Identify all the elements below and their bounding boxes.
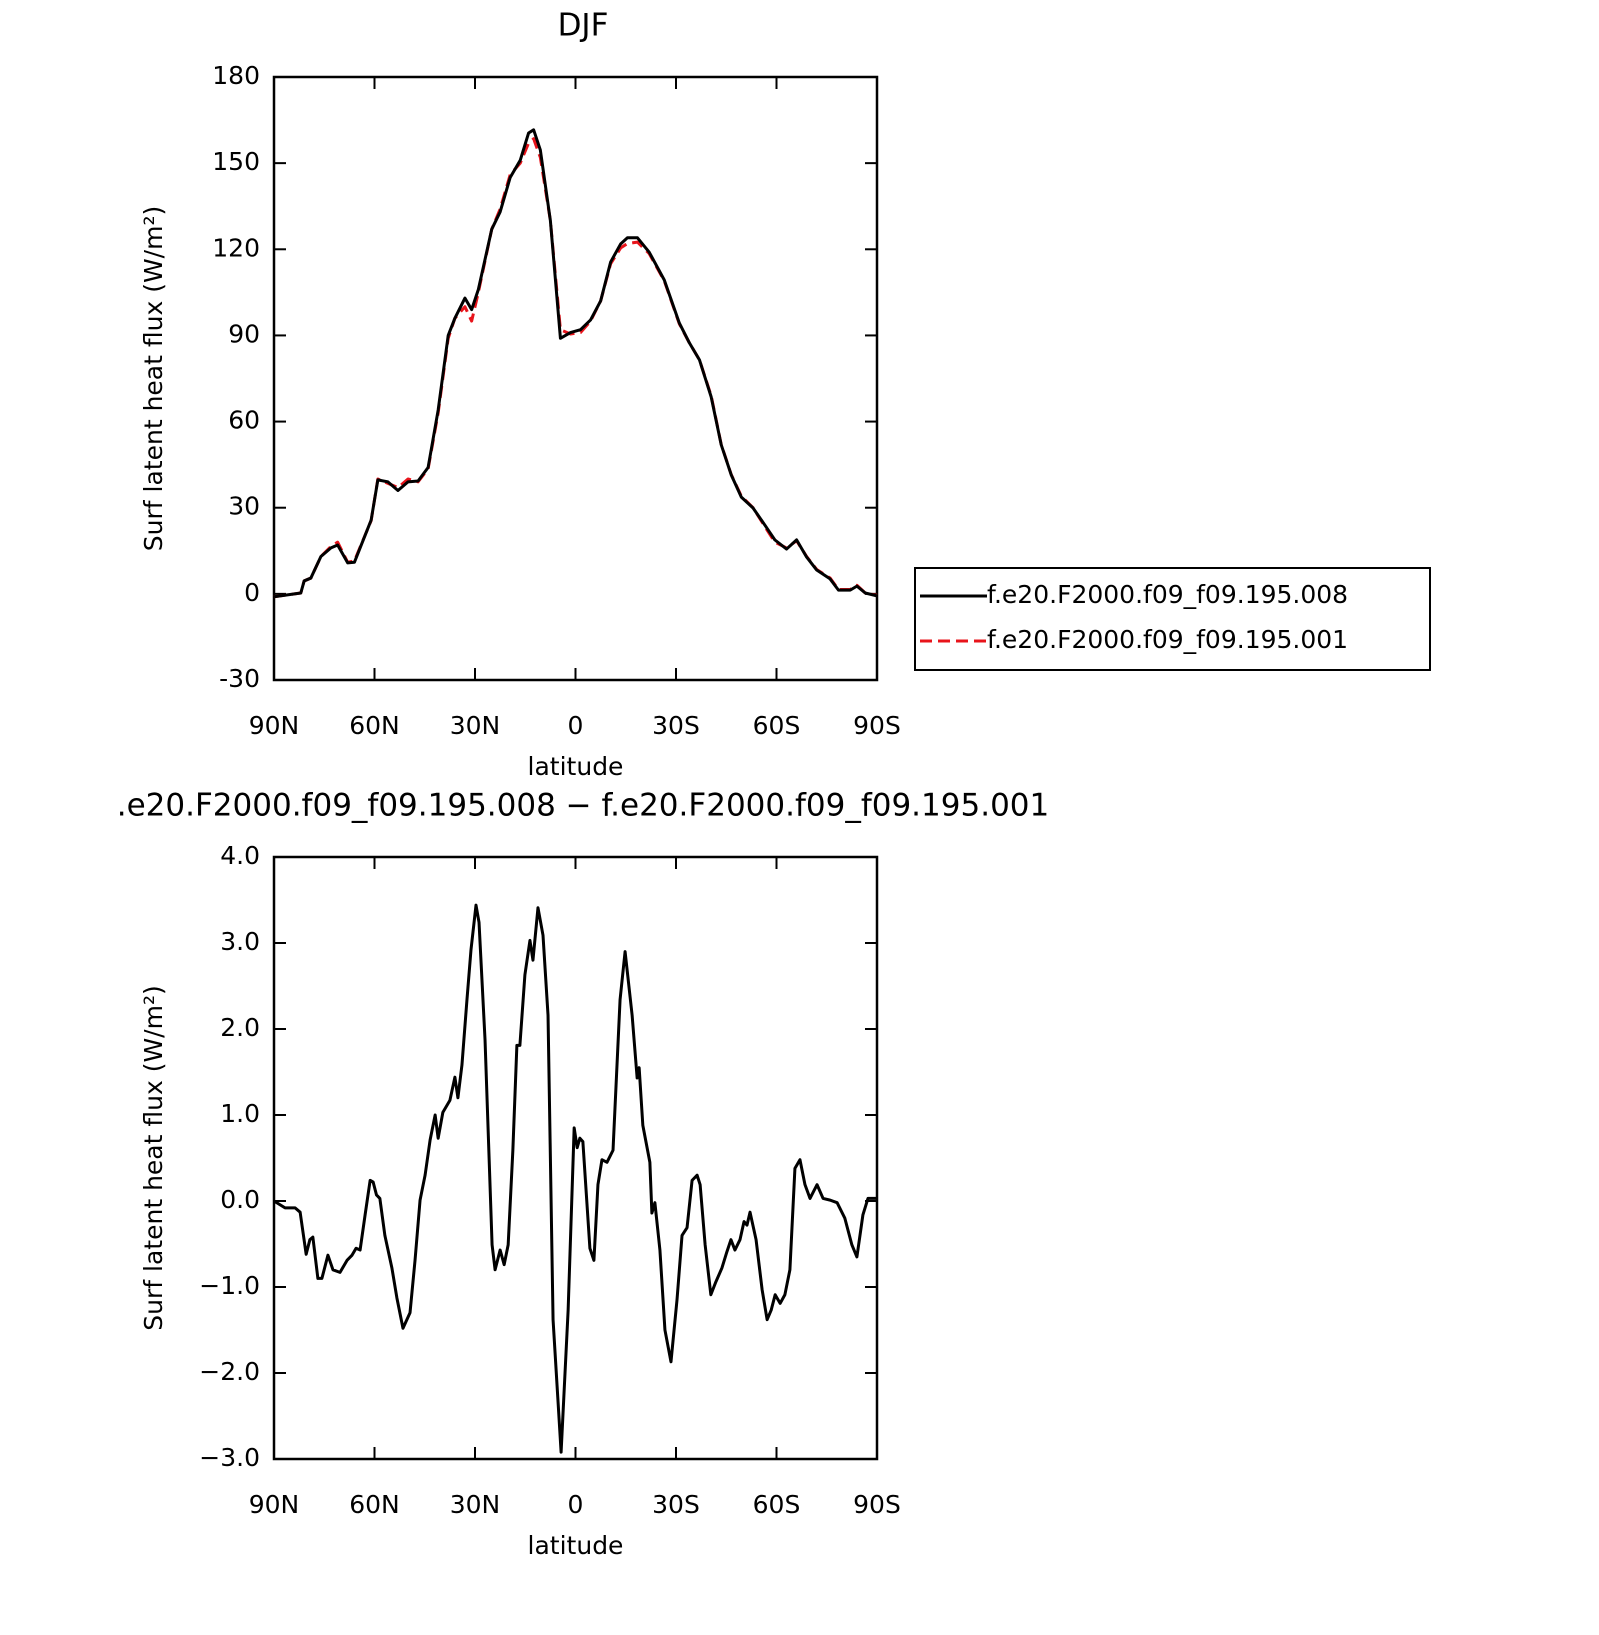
y-tick-label: 90 [228, 319, 260, 348]
x-tick-label: 90S [853, 711, 901, 740]
y-tick-label: 0 [244, 578, 260, 607]
y-tick-label: 180 [212, 61, 260, 90]
y-tick-label: −1.0 [199, 1271, 260, 1300]
y-axis-label: Surf latent heat flux (W/m²) [139, 206, 168, 551]
x-tick-label: 0 [568, 711, 584, 740]
x-tick-label: 90N [249, 1490, 300, 1519]
plot-frame [272, 855, 879, 1461]
plot-frame [272, 75, 879, 682]
y-tick-label: −2.0 [199, 1357, 260, 1386]
chart-title: DJF [558, 8, 609, 44]
x-tick-label: 90S [853, 1490, 901, 1519]
x-tick-label: 30S [652, 1490, 700, 1519]
y-tick-label: 150 [212, 147, 260, 176]
x-tick-label: 60S [753, 1490, 801, 1519]
x-tick-label: 60S [753, 711, 801, 740]
y-tick-label: 60 [228, 406, 260, 435]
x-tick-label: 60N [349, 711, 400, 740]
data-line [273, 137, 878, 599]
data-line [273, 903, 877, 1454]
x-tick-label: 30S [652, 711, 700, 740]
y-tick-label: 1.0 [220, 1099, 260, 1128]
y-tick-label: −3.0 [199, 1443, 260, 1472]
data-line [273, 128, 878, 599]
y-tick-label: 2.0 [220, 1013, 260, 1042]
y-tick-label: -30 [219, 664, 260, 693]
x-tick-label: 30N [450, 1490, 501, 1519]
chart-title: .e20.F2000.f09_f09.195.008 − f.e20.F2000… [117, 788, 1049, 824]
x-tick-label: 90N [249, 711, 300, 740]
x-axis-label: latitude [528, 752, 624, 781]
y-tick-label: 4.0 [220, 841, 260, 870]
legend-label: f.e20.F2000.f09_f09.195.001 [987, 625, 1348, 654]
x-tick-label: 30N [450, 711, 501, 740]
y-tick-label: 120 [212, 233, 260, 262]
legend-box [914, 567, 1431, 671]
y-axis-label: Surf latent heat flux (W/m²) [139, 985, 168, 1330]
y-tick-label: 3.0 [220, 927, 260, 956]
y-tick-label: 0.0 [220, 1185, 260, 1214]
x-tick-label: 60N [349, 1490, 400, 1519]
legend-label: f.e20.F2000.f09_f09.195.008 [987, 580, 1348, 609]
y-tick-label: 30 [228, 492, 260, 521]
x-tick-label: 0 [568, 1490, 584, 1519]
x-axis-label: latitude [528, 1531, 624, 1560]
